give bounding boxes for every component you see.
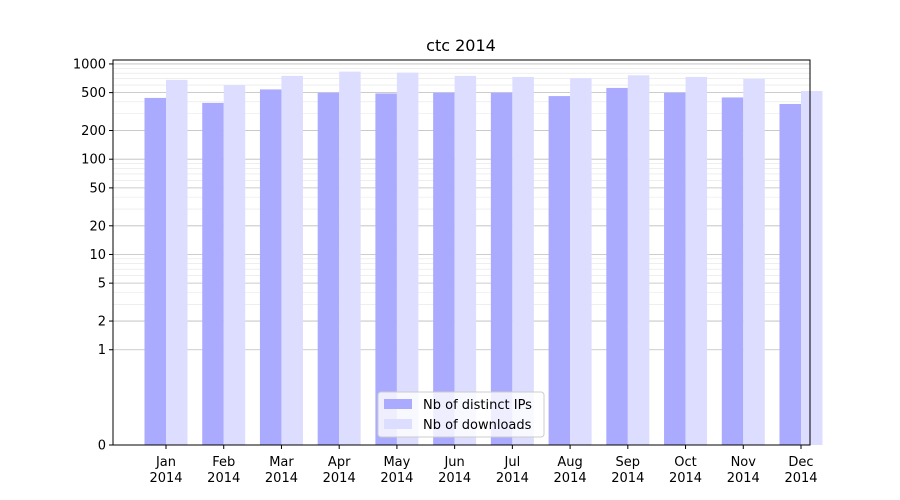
x-tick-label-month: Aug (557, 455, 582, 470)
x-tick-label-month: Nov (731, 455, 757, 470)
x-tick-label-month: May (383, 455, 410, 470)
x-tick-label-year: 2014 (496, 471, 529, 486)
x-tick-label-year: 2014 (784, 471, 817, 486)
x-tick-label-month: Mar (269, 455, 294, 470)
bar-distinct-ips (490, 92, 513, 446)
y-tick-label: 10 (89, 248, 106, 263)
x-tick-label-year: 2014 (207, 471, 240, 486)
x-tick-label-month: Oct (674, 455, 696, 470)
bar-downloads (743, 78, 765, 445)
x-tick-label-month: Dec (788, 455, 813, 470)
bar-downloads (512, 76, 534, 445)
x-tick-label-year: 2014 (380, 471, 413, 486)
y-tick-label: 200 (81, 124, 106, 139)
x-tick-label-year: 2014 (149, 471, 182, 486)
y-tick-label: 5 (98, 277, 106, 292)
bar-downloads (685, 76, 708, 445)
y-tick-label: 500 (81, 86, 106, 101)
bar-downloads (627, 75, 650, 446)
x-tick-label-year: 2014 (438, 471, 471, 486)
bar-distinct-ips (259, 89, 282, 446)
y-tick-label: 0 (98, 439, 106, 454)
legend-box (377, 391, 545, 438)
x-tick-label-month: Apr (328, 455, 351, 470)
bar-distinct-ips (548, 96, 571, 445)
y-tick-label: 100 (81, 153, 106, 168)
bars (144, 71, 823, 446)
y-tick-label: 1000 (73, 57, 106, 72)
bar-downloads (281, 75, 303, 445)
bar-distinct-ips (433, 92, 455, 446)
x-tick-label-year: 2014 (611, 471, 644, 486)
bar-distinct-ips (606, 87, 628, 445)
bar-distinct-ips (202, 102, 224, 445)
x-tick-label-year: 2014 (323, 471, 356, 486)
x-tick-label-month: Jan (155, 455, 176, 470)
legend-label: Nb of distinct IPs (423, 398, 532, 413)
x-tick-label-month: Jul (504, 455, 521, 470)
x-tick-label-year: 2014 (669, 471, 702, 486)
bar-distinct-ips (664, 92, 686, 446)
bar-downloads (166, 79, 188, 446)
bar-downloads (801, 90, 823, 445)
x-tick-label-month: Jun (443, 455, 464, 470)
bar-distinct-ips (317, 92, 340, 446)
y-tick-label: 1 (98, 343, 106, 358)
bar-downloads (454, 75, 477, 445)
bar-distinct-ips (144, 97, 166, 446)
x-tick-label-month: Sep (616, 455, 641, 470)
x-tick-label-year: 2014 (554, 471, 587, 486)
bar-distinct-ips (721, 97, 744, 445)
y-tick-label: 50 (89, 181, 106, 196)
bar-downloads (396, 72, 419, 445)
x-tick-label-year: 2014 (265, 471, 298, 486)
legend: Nb of distinct IPs Nb of downloads (377, 391, 545, 438)
y-tick-label: 20 (89, 219, 106, 234)
bar-downloads (223, 85, 246, 445)
bar-distinct-ips (779, 103, 801, 445)
legend-swatch (384, 399, 412, 409)
y-axis: 0 1 2 5 10 20 50 100 200 500 1000 (73, 57, 113, 454)
chart-title: ctc 2014 (426, 36, 496, 55)
bar-distinct-ips (375, 93, 397, 446)
legend-swatch (384, 419, 412, 429)
bar-downloads (570, 78, 592, 446)
x-axis: Jan2014Feb2014Mar2014Apr2014May2014Jun20… (149, 445, 818, 486)
x-tick-label-month: Feb (212, 455, 235, 470)
legend-label: Nb of downloads (423, 418, 532, 433)
plot-frame (112, 59, 811, 446)
y-tick-label: 2 (98, 315, 106, 330)
bar-downloads (339, 71, 361, 446)
x-tick-label-year: 2014 (727, 471, 760, 486)
